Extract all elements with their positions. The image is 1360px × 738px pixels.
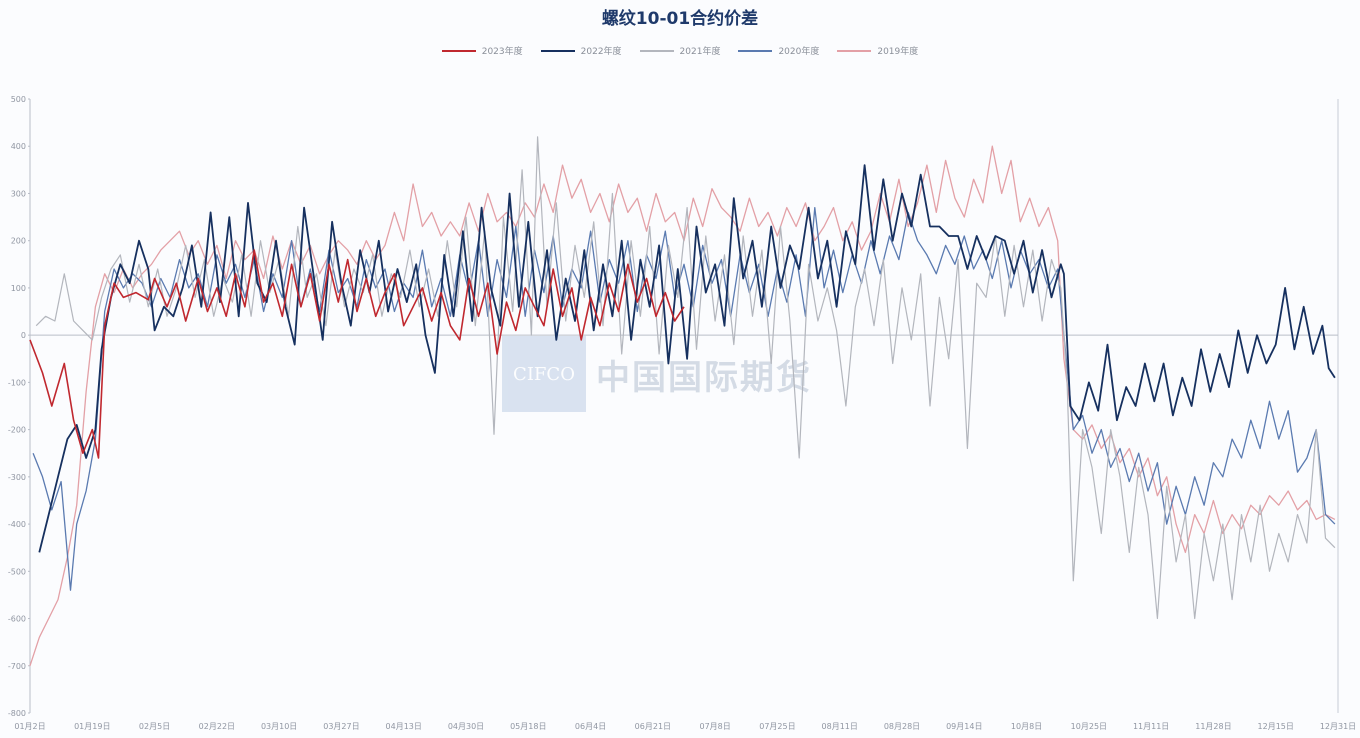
series-line-2020年度 bbox=[32, 206, 1336, 591]
y-tick-label: -700 bbox=[8, 662, 26, 671]
y-tick-label: 500 bbox=[11, 95, 26, 104]
y-tick-label: -800 bbox=[8, 709, 26, 718]
watermark-brand-text: 中国国际期货 bbox=[596, 357, 812, 398]
x-tick-label: 07月25日 bbox=[759, 722, 795, 731]
y-tick-label: -200 bbox=[8, 426, 26, 435]
x-tick-label: 06月21日 bbox=[635, 722, 671, 731]
watermark-logo: CIFCO bbox=[502, 336, 586, 412]
x-tick-label: 08月11日 bbox=[822, 722, 858, 731]
legend-label: 2021年度 bbox=[679, 47, 721, 57]
series-line-2019年度 bbox=[29, 145, 1336, 667]
x-tick-label: 04月30日 bbox=[448, 722, 484, 731]
x-tick-label: 09月14日 bbox=[946, 722, 982, 731]
legend-item: 2021年度 bbox=[639, 44, 721, 57]
x-tick-label: 08月28日 bbox=[884, 722, 920, 731]
legend-label: 2022年度 bbox=[580, 47, 622, 57]
x-tick-label: 12月15日 bbox=[1258, 722, 1294, 731]
chart-legend: 2023年度 2022年度 2021年度 2020年度 2019年度 bbox=[0, 44, 1360, 57]
y-tick-label: -500 bbox=[8, 567, 26, 576]
legend-label: 2023年度 bbox=[481, 47, 523, 57]
legend-swatch bbox=[738, 49, 773, 52]
x-tick-label: 01月19日 bbox=[74, 722, 110, 731]
legend-swatch bbox=[837, 49, 872, 52]
watermark: CIFCO 中国国际期货 bbox=[502, 336, 812, 412]
y-tick-label: -600 bbox=[8, 615, 26, 624]
x-tick-label: 01月2日 bbox=[14, 722, 45, 731]
y-tick-label: 200 bbox=[11, 237, 26, 246]
x-tick-label: 07月8日 bbox=[700, 722, 731, 731]
legend-swatch bbox=[540, 49, 575, 52]
x-tick-label: 04月13日 bbox=[386, 722, 422, 731]
legend-swatch bbox=[441, 49, 476, 52]
series-line-2021年度 bbox=[35, 136, 1336, 620]
legend-item: 2020年度 bbox=[738, 44, 819, 57]
legend-item: 2022年度 bbox=[540, 44, 622, 57]
y-tick-label: 0 bbox=[21, 331, 26, 340]
x-tick-label: 11月28日 bbox=[1195, 722, 1231, 731]
series-line-2023年度 bbox=[29, 249, 685, 459]
legend-item: 2019年度 bbox=[837, 44, 918, 57]
x-tick-label: 03月10日 bbox=[261, 722, 297, 731]
x-tick-label: 10月25日 bbox=[1071, 722, 1107, 731]
legend-swatch bbox=[639, 49, 674, 52]
chart-title: 螺纹10-01合约价差 bbox=[601, 9, 759, 29]
x-tick-label: 12月31日 bbox=[1320, 722, 1356, 731]
y-tick-label: 100 bbox=[11, 284, 26, 293]
x-tick-label: 03月27日 bbox=[323, 722, 359, 731]
x-tick-label: 02月5日 bbox=[139, 722, 170, 731]
x-tick-label: 10月8日 bbox=[1011, 722, 1042, 731]
y-tick-label: -100 bbox=[8, 378, 26, 387]
x-tick-label: 02月22日 bbox=[199, 722, 235, 731]
y-tick-label: 400 bbox=[11, 142, 26, 151]
legend-item: 2023年度 bbox=[441, 44, 523, 57]
x-tick-label: 11月11日 bbox=[1133, 722, 1169, 731]
series-line-2022年度 bbox=[38, 164, 1336, 553]
y-tick-label: -400 bbox=[8, 520, 26, 529]
legend-label: 2020年度 bbox=[778, 47, 820, 57]
x-tick-label: 06月4日 bbox=[575, 722, 606, 731]
x-tick-label: 05月18日 bbox=[510, 722, 546, 731]
y-tick-label: -300 bbox=[8, 473, 26, 482]
legend-label: 2019年度 bbox=[877, 47, 919, 57]
y-tick-label: 300 bbox=[11, 189, 26, 198]
